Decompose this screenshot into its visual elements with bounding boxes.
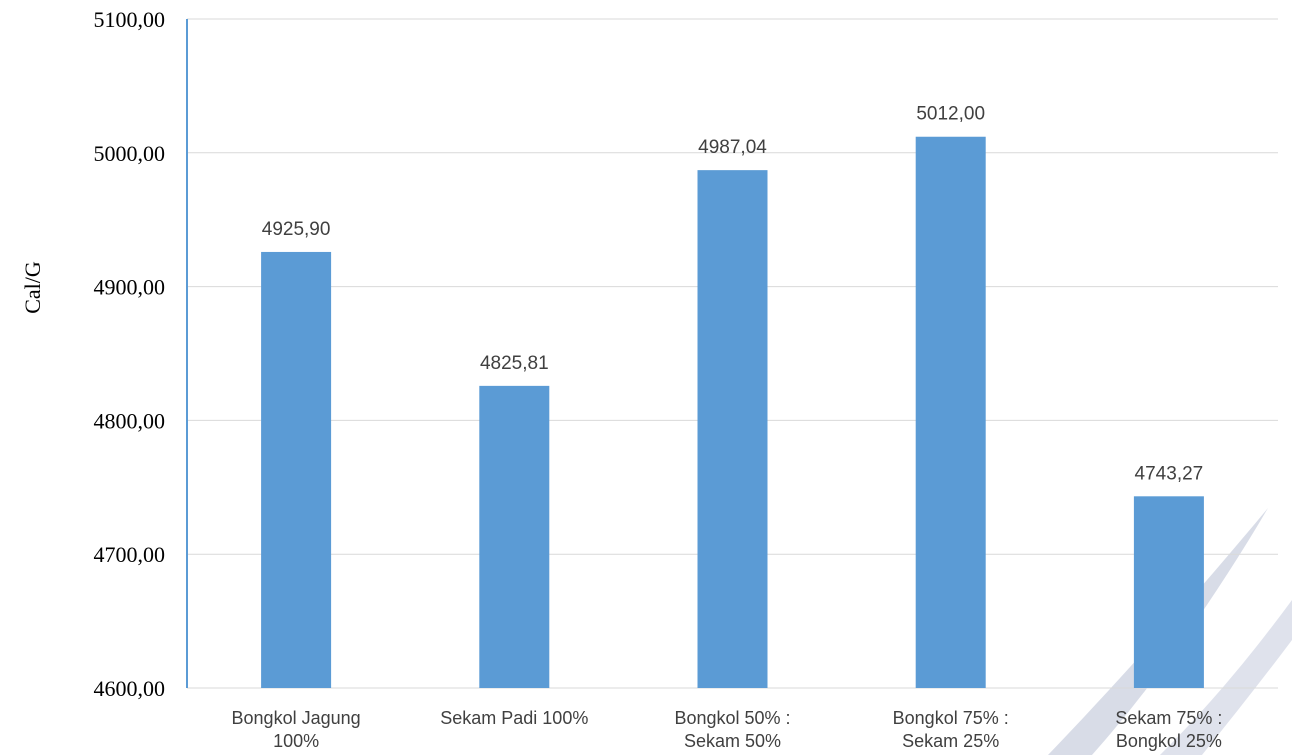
- bar: [479, 385, 550, 688]
- y-tick-label: 4600,00: [94, 676, 166, 701]
- bars: [261, 136, 1204, 688]
- bar: [915, 136, 986, 688]
- data-label: 4987,04: [698, 137, 767, 158]
- x-tick-label: Sekam Padi 100%: [440, 708, 588, 728]
- y-tick-label: 5000,00: [94, 141, 166, 166]
- bar: [697, 170, 768, 688]
- data-label: 4743,27: [1135, 463, 1204, 484]
- bar: [261, 251, 332, 688]
- y-tick-label: 4900,00: [94, 275, 166, 300]
- data-label: 4925,90: [262, 219, 331, 240]
- x-tick-label: Bongkol Jagung 100%: [232, 708, 361, 751]
- y-axis-label: Cal/G: [20, 261, 45, 314]
- watermark-swoosh: [1048, 508, 1292, 755]
- x-tick-label: Sekam 75% : Bongkol 25%: [1115, 708, 1222, 751]
- watermark-stroke-2: [1160, 600, 1292, 755]
- x-axis-labels: Bongkol Jagung 100% Sekam Padi 100% Bongkol…: [232, 708, 1223, 751]
- data-label: 5012,00: [916, 104, 985, 125]
- y-tick-label: 4700,00: [94, 542, 166, 567]
- y-tick-label: 5100,00: [94, 7, 166, 32]
- bar: [1133, 496, 1204, 688]
- data-label: 4825,81: [480, 353, 549, 374]
- data-labels: 4925,90 4825,81 4987,04 5012,00 4743,27: [262, 104, 1203, 485]
- x-tick-label: Bongkol 50% : Sekam 50%: [674, 708, 790, 751]
- x-tick-label: Bongkol 75% : Sekam 25%: [893, 708, 1009, 751]
- y-tick-label: 4800,00: [94, 408, 166, 433]
- gridlines: [187, 18, 1278, 689]
- y-axis-ticks: 4600,00 4700,00 4800,00 4900,00 5000,00 5100,…: [94, 7, 166, 701]
